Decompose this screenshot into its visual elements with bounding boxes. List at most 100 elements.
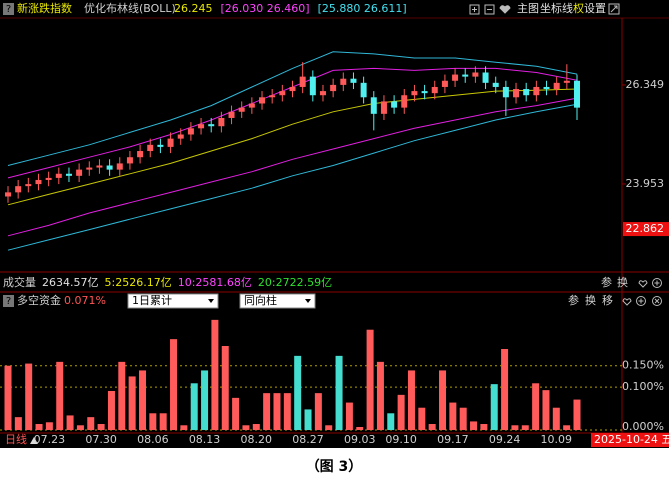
icon-add[interactable] — [636, 296, 646, 306]
dropdown-arrow — [305, 299, 311, 303]
date-label: 2025-10-24 五 — [594, 433, 669, 446]
bar — [387, 413, 395, 430]
volume-buttons[interactable] — [622, 278, 662, 306]
bar — [211, 319, 219, 430]
bar — [232, 397, 240, 430]
candle-body — [208, 124, 215, 127]
bar — [314, 393, 322, 430]
candle-body — [55, 173, 62, 178]
bar — [97, 424, 105, 430]
bar — [35, 424, 43, 430]
title: 新涨跌指数 — [17, 1, 72, 15]
volume-item: 20:2722.59亿 — [258, 276, 332, 289]
icon-expand[interactable] — [608, 3, 620, 15]
period-label[interactable]: 日线 — [5, 432, 27, 446]
candle-body — [370, 97, 377, 114]
icon-minus[interactable] — [484, 4, 495, 15]
x-tick-label: 08.06 — [137, 433, 169, 446]
candle-body — [137, 151, 144, 158]
x-tick-label: 08.20 — [241, 433, 273, 446]
dropdown-label[interactable]: 同向柱 — [244, 293, 277, 307]
dropdown-label[interactable]: 1日累计 — [132, 294, 172, 307]
x-tick-label: 07.23 — [34, 433, 66, 446]
icon-add — [654, 280, 660, 286]
x-tick-label: 08.27 — [292, 433, 324, 446]
icon-heart[interactable] — [499, 5, 511, 14]
candle-body — [462, 74, 469, 77]
bar — [304, 409, 312, 430]
toolbar-button[interactable]: 坐标线 — [540, 1, 573, 15]
panel-button[interactable]: 换 — [585, 293, 596, 307]
bar — [273, 393, 281, 430]
candle-body — [96, 165, 103, 168]
icon-add[interactable] — [652, 278, 662, 288]
icon-plus[interactable] — [469, 4, 480, 15]
y-tick-label: 0.150% — [622, 359, 664, 372]
panel-value: 0.071% — [64, 294, 106, 307]
boll-label: [25.880 26.611] — [318, 2, 407, 15]
candle-body — [472, 72, 479, 77]
candle-body — [147, 144, 154, 152]
help-icon[interactable] — [3, 3, 14, 15]
panel-button[interactable]: 换 — [617, 275, 628, 289]
bar — [66, 415, 74, 430]
bar — [14, 417, 22, 430]
candle-body — [187, 128, 194, 135]
bar — [159, 413, 167, 430]
panel-button[interactable]: 移 — [602, 294, 613, 307]
candle-body — [198, 124, 205, 129]
bar — [428, 424, 436, 430]
dropdown[interactable] — [127, 293, 219, 309]
candle-body — [492, 82, 499, 87]
bar — [532, 383, 540, 430]
bar — [190, 383, 198, 430]
bar — [118, 361, 126, 430]
candle-body — [431, 86, 438, 94]
bar — [439, 370, 447, 430]
bar — [45, 422, 53, 430]
bar — [4, 365, 12, 430]
candle-body — [126, 157, 133, 164]
help-icon-text: ? — [6, 296, 11, 307]
bar — [407, 370, 415, 430]
background — [0, 0, 669, 448]
bar — [325, 425, 333, 430]
candle-body — [411, 91, 418, 96]
candle-body — [553, 82, 560, 90]
candle-body — [340, 78, 347, 85]
dropdown[interactable] — [239, 293, 316, 309]
panel-button[interactable]: 参 — [601, 275, 612, 289]
icon-heart[interactable] — [638, 280, 648, 288]
boll-line — [7, 97, 578, 237]
bar — [573, 399, 581, 430]
icon-heart[interactable] — [622, 298, 632, 306]
y-tick-label: 0.100% — [622, 380, 664, 393]
icon-close[interactable] — [652, 296, 662, 306]
bar — [376, 361, 384, 430]
candle-body — [391, 101, 398, 108]
bar — [221, 346, 229, 430]
bar — [76, 425, 84, 430]
x-tick-label: 09.24 — [489, 433, 521, 446]
toolbar-button[interactable]: 权 — [573, 2, 584, 15]
help-icon[interactable] — [3, 295, 14, 307]
period-arrow — [30, 437, 38, 444]
bar — [397, 394, 405, 430]
x-tick-label: 09.17 — [437, 433, 469, 446]
candle-body — [421, 91, 428, 94]
candle-body — [533, 86, 540, 96]
toolbar-icons[interactable] — [469, 3, 620, 15]
toolbar-button[interactable]: 设置 — [584, 2, 606, 15]
bar — [490, 384, 498, 430]
y-tick-label: 23.953 — [626, 177, 665, 190]
candle-body — [360, 82, 367, 98]
icon-expand — [610, 5, 618, 13]
bar — [263, 393, 271, 430]
candle-body — [401, 95, 408, 108]
candle-body — [5, 192, 11, 197]
bar — [563, 425, 571, 430]
candle-body — [279, 91, 286, 96]
panel-button[interactable]: 参 — [568, 293, 579, 307]
toolbar-button[interactable]: 主图 — [517, 2, 539, 15]
